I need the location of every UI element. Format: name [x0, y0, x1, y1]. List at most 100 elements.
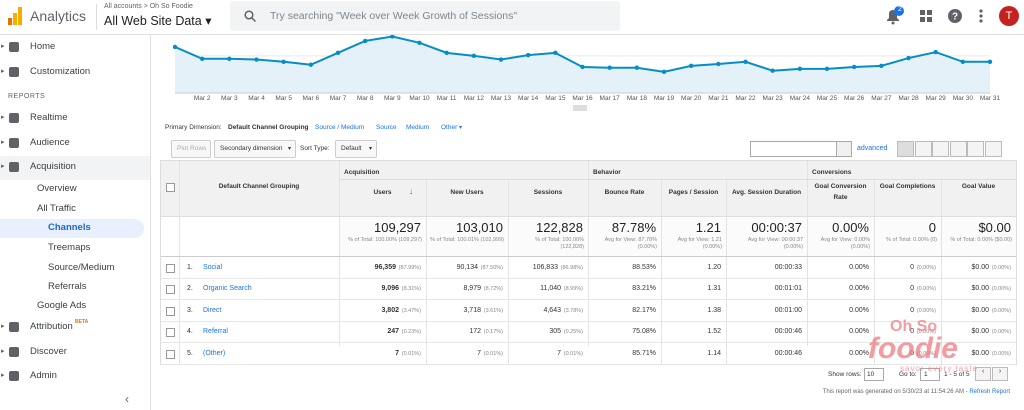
- cell-value: 00:00:33: [774, 264, 802, 271]
- cell-value: 172: [469, 328, 481, 336]
- cell-value: 1.38: [707, 306, 721, 314]
- cell-value: 85.71%: [632, 349, 656, 357]
- cell-percent: (0.00%): [916, 350, 936, 357]
- advanced-link[interactable]: advanced: [857, 145, 888, 152]
- cell-value: 7: [395, 349, 399, 357]
- cell-percent: (0.01%): [401, 350, 421, 357]
- point: [661, 69, 667, 75]
- row-checkbox[interactable]: [166, 328, 175, 338]
- nav-caret: ▸: [1, 323, 5, 330]
- point: [498, 57, 504, 62]
- cell-value: 3,718: [463, 306, 481, 314]
- view-toggle[interactable]: [967, 141, 984, 157]
- refresh-link[interactable]: Refresh Report: [969, 389, 1010, 395]
- row-index: 4.: [187, 328, 193, 336]
- notifications[interactable]: [884, 6, 904, 26]
- nav-item[interactable]: Audience: [30, 137, 70, 148]
- search-button[interactable]: [836, 141, 852, 157]
- row-checkbox[interactable]: [166, 349, 175, 359]
- secondary-dimension[interactable]: Secondary dimension ▾: [214, 140, 296, 158]
- cell-value: 0: [910, 328, 914, 336]
- view-toggle[interactable]: [949, 141, 967, 157]
- dimension-link[interactable]: Other: [441, 124, 458, 131]
- collapse-button[interactable]: ‹: [125, 392, 129, 406]
- table-search[interactable]: [750, 141, 837, 157]
- nav-item[interactable]: Customization: [30, 66, 91, 77]
- total-note: Avg for View: 1.21 (0.00%): [677, 237, 722, 250]
- nav-item[interactable]: Acquisition: [30, 161, 76, 172]
- breadcrumb-root[interactable]: All accounts: [104, 3, 142, 10]
- channel-link[interactable]: Direct: [203, 306, 222, 314]
- apps-icon[interactable]: [920, 10, 932, 22]
- cell-percent: (0.00%): [991, 265, 1011, 271]
- caret: ▾: [368, 146, 372, 152]
- dimension-link[interactable]: Medium: [406, 124, 430, 131]
- nav-item[interactable]: Overview: [37, 183, 77, 194]
- more-icon[interactable]: [974, 9, 988, 23]
- total-note: % of Total: 100.00% (122,828): [535, 237, 584, 250]
- nav-item[interactable]: All Traffic: [37, 203, 76, 214]
- nav-item[interactable]: Discover: [30, 346, 67, 357]
- nav-item[interactable]: Google Ads: [37, 300, 87, 311]
- view-selector[interactable]: All Web Site Data ▾: [104, 14, 212, 28]
- cell-value: 0.00%: [849, 349, 869, 357]
- show-rows-select[interactable]: 10: [864, 368, 884, 381]
- dimension-link[interactable]: Source: [376, 124, 397, 131]
- search-box[interactable]: Try searching "Week over Week Growth of …: [230, 1, 620, 31]
- goto-input[interactable]: 1: [920, 368, 940, 381]
- cell-value: $0.00: [971, 264, 989, 271]
- column-divider: [661, 179, 662, 364]
- channel-link[interactable]: (Other): [203, 349, 226, 357]
- row-checkbox[interactable]: [166, 306, 175, 316]
- nav-item[interactable]: Channels: [48, 222, 91, 233]
- dimension-link[interactable]: Source / Medium: [315, 124, 365, 131]
- channel-link[interactable]: Referral: [203, 328, 228, 336]
- sort-type[interactable]: Default ▾: [335, 140, 377, 158]
- row-checkbox[interactable]: [166, 264, 175, 273]
- help-icon[interactable]: ?: [948, 9, 962, 23]
- nav-item[interactable]: Realtime: [30, 112, 68, 123]
- cell-value: 7: [557, 349, 561, 357]
- channel-link[interactable]: Social: [203, 264, 223, 271]
- account[interactable]: Oh So Foodie: [149, 3, 193, 10]
- x-tick-label: Mar 3: [221, 95, 238, 102]
- nav-item[interactable]: Admin: [30, 370, 57, 381]
- x-tick-label: Mar 22: [735, 95, 756, 102]
- logo: [8, 7, 22, 25]
- row-checkbox[interactable]: [166, 285, 175, 295]
- header-checkbox[interactable]: [166, 183, 175, 192]
- total-note: % of Total: 100.01% (102,999): [430, 237, 504, 243]
- nav-item[interactable]: Treemaps: [48, 242, 91, 253]
- cell-percent: (8.72%): [483, 286, 503, 293]
- view-toggle[interactable]: [932, 141, 949, 157]
- cell-value: 7: [477, 349, 481, 357]
- breadcrumb[interactable]: All accounts > Oh So Foodie: [104, 3, 193, 10]
- next-button[interactable]: ›: [992, 367, 1008, 381]
- x-tick-label: Mar 7: [330, 95, 347, 102]
- view-toggle[interactable]: [897, 141, 914, 157]
- nav-item[interactable]: Home: [30, 41, 56, 52]
- nav-item[interactable]: Attribution: [30, 321, 73, 332]
- avatar[interactable]: T: [999, 6, 1019, 26]
- row-index: 5.: [187, 349, 193, 357]
- point: [987, 59, 993, 64]
- prev-button[interactable]: ‹: [975, 367, 991, 381]
- nav-item[interactable]: Source/Medium: [48, 262, 115, 273]
- view-toggle[interactable]: [914, 141, 932, 157]
- view-name[interactable]: All Web Site Data: [104, 14, 202, 28]
- nav-item[interactable]: Referrals: [48, 281, 87, 292]
- cell-value: 3,802: [381, 306, 399, 314]
- nav-icon: [9, 347, 19, 357]
- cell-value: 305: [549, 328, 561, 336]
- cell-value: 0.00%: [849, 264, 869, 271]
- channel-link[interactable]: Organic Search: [203, 285, 252, 293]
- column-header: Goal Completions: [879, 183, 936, 190]
- nav-icon: [9, 113, 19, 123]
- column-header: Users: [373, 189, 392, 196]
- cell-percent: (3.61%): [483, 307, 503, 314]
- table-row: 3. Direct (3.47%) 3,802 (3.61%) 3,718 (3.78%) 4…: [161, 300, 1016, 322]
- header-rule: [161, 256, 1016, 257]
- x-tick-label: Mar 8: [357, 95, 374, 102]
- view-toggle[interactable]: [984, 141, 1002, 157]
- watermark: savor every taste: [900, 364, 978, 373]
